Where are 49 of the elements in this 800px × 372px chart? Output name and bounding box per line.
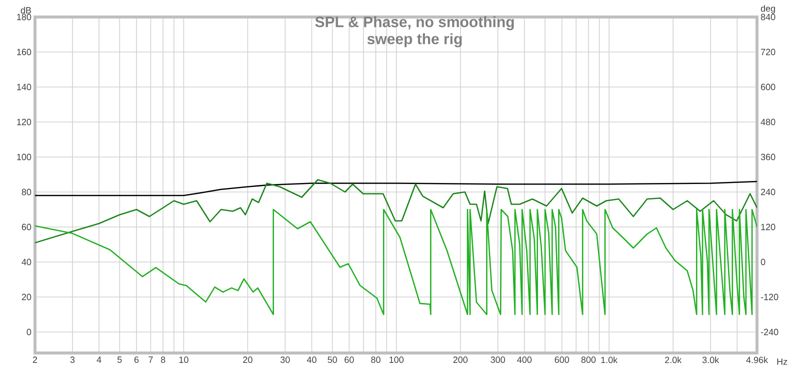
y2-tick-label: 840 [760, 14, 776, 20]
y2-tick-label: -120 [760, 294, 778, 300]
y-tick-label: 60 [22, 224, 32, 230]
y2-tick-label: 600 [761, 84, 776, 90]
y2-tick-label: 240 [761, 188, 776, 196]
x-tick-label: 60 [344, 356, 354, 363]
x-tick-label: 4 [96, 356, 102, 363]
y-tick-label: 40 [22, 258, 32, 266]
x-tick-label: 30 [280, 356, 290, 363]
chart-title: SPL & Phase, no smoothing [315, 16, 514, 30]
x-tick-label: 8 [160, 356, 166, 363]
x-tick-label: 600 [554, 356, 570, 363]
y-tick-label: 20 [22, 294, 32, 300]
x-tick-label: 50 [328, 356, 338, 363]
y2-tick-label: 480 [760, 118, 776, 126]
x-tick-label: 4.96k [746, 356, 768, 364]
x-tick-label: 300 [490, 356, 506, 363]
x-tick-label: 80 [371, 356, 380, 363]
y-tick-label: 160 [17, 48, 32, 56]
y-tick-label: 100 [17, 154, 32, 160]
y2-tick-label: 360 [760, 154, 776, 160]
y-axis-title: dB [20, 6, 31, 14]
y2-tick-label: 720 [761, 48, 776, 56]
x-tick-label: 200 [453, 356, 468, 363]
y-tick-label: 80 [22, 188, 32, 196]
x-tick-label: 3.0k [702, 356, 720, 364]
x-tick-label: 7 [148, 356, 153, 363]
x-tick-label: 5 [118, 356, 122, 363]
x-tick-label: 1.0k [601, 356, 618, 364]
x-tick-label: 3 [70, 356, 75, 363]
x-tick-label: 400 [517, 356, 532, 363]
x-tick-label: 2 [32, 356, 38, 363]
x-axis-title: Hz [777, 358, 788, 365]
x-tick-label: 2.0k [665, 356, 682, 364]
x-tick-label: 40 [306, 356, 316, 363]
y-tick-label: 180 [17, 14, 32, 20]
x-tick-label: 800 [581, 356, 596, 363]
x-tick-label: 10 [179, 356, 188, 363]
y-tick-label: 0 [26, 328, 32, 336]
y-tick-label: 140 [17, 84, 32, 90]
x-tick-label: 100 [390, 356, 404, 363]
y2-tick-label: 120 [761, 224, 776, 230]
x-tick-label: 20 [243, 356, 252, 363]
y2-tick-label: 0 [760, 258, 766, 266]
y2-axis-title: deg [760, 5, 775, 14]
text: sweep the rig [367, 33, 462, 48]
y-tick-label: 120 [17, 118, 32, 126]
x-tick-label: 6 [134, 356, 139, 363]
y2-tick-label: -240 [760, 328, 778, 336]
